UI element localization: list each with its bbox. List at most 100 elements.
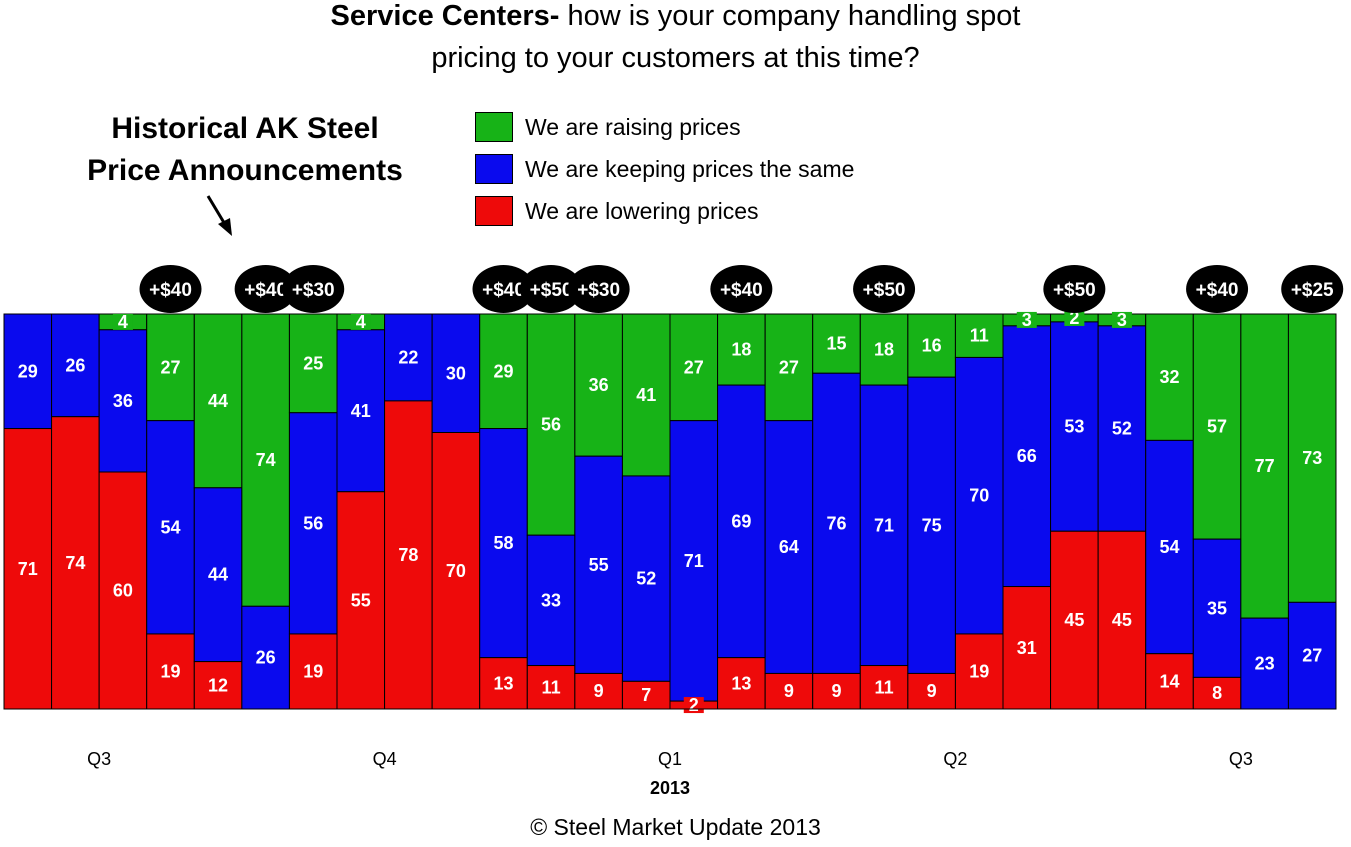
bar-13-same [621,475,671,682]
price-badge-5 [567,265,630,313]
bar-19-same [907,376,956,674]
bar-23-raising-label-bg [1111,311,1132,328]
bar-11-same-label: 33 [541,590,561,610]
bar-4-same-label: 44 [208,565,228,585]
bar-20-same [954,356,1004,635]
bar-18-same-label: 71 [874,515,894,535]
bar-22-lowering-label: 45 [1064,610,1084,630]
bar-20-lowering [954,633,1004,710]
bar-25-same-label: 35 [1207,598,1227,618]
bar-20-raising [954,313,1004,358]
bar-17-lowering [812,672,861,710]
bar-19-lowering-label: 9 [927,681,937,701]
bar-20-raising-label: 11 [970,326,989,346]
legend: We are raising prices We are keeping pri… [475,106,854,232]
bar-1-lowering-label: 74 [65,553,85,573]
bar-16-same [764,420,814,674]
bar-23-lowering-label: 45 [1112,610,1132,630]
bar-10-raising-label: 29 [493,361,513,381]
bar-12-raising [574,313,623,457]
bar-20-same-label: 70 [969,486,989,506]
price-badges-group: +$40 +$40 +$30 +$40 +$50 +$30 +$40 +$50 +$50 +$40… [139,265,1344,313]
price-badge-10 [1281,265,1344,313]
legend-label-lowering: We are lowering prices [525,197,759,224]
price-badge-label-3: +$40 [482,280,525,301]
bar-2-raising-label-bg [112,313,133,330]
bar-7-raising-label: 4 [356,312,366,332]
bar-0-lowering-label: 71 [18,559,38,579]
bar-18-raising [859,313,909,386]
year-label: 2013 [650,778,690,798]
bar-24-lowering-label: 14 [1159,671,1179,691]
bar-15-lowering [717,657,766,710]
bar-19-lowering [907,672,956,710]
bar-14-raising-label: 27 [684,357,704,377]
copyright: © Steel Market Update 2013 [530,814,821,840]
quarter-label-0: Q3 [87,749,111,769]
chart-title-rest: how is your company handling spot [559,0,1021,32]
legend-item-lowering: We are lowering prices [475,190,854,232]
bar-25-lowering-label: 8 [1212,683,1222,703]
bar-2-lowering-label: 60 [113,581,133,601]
bar-12-same-label: 55 [589,555,609,575]
chart-title-bold: Service Centers- [330,0,560,32]
bar-0-same [3,313,53,430]
bar-25-lowering [1192,676,1242,710]
bar-19-raising [907,313,956,378]
bar-25-raising [1192,313,1242,540]
annotation: Historical AK Steel Price Announcements [40,108,450,192]
bar-7-same [336,329,386,493]
bar-7-raising-label-bg [350,313,371,330]
legend-swatch-lowering [475,196,513,226]
bar-12-lowering [574,672,623,710]
legend-item-same: We are keeping prices the same [475,148,854,190]
price-badge-9 [1186,265,1249,313]
bar-13-lowering-label: 7 [641,685,651,705]
price-badge-6 [710,265,773,313]
bar-3-raising-label: 27 [160,357,180,377]
bar-19-same-label: 75 [922,515,942,535]
bar-21-lowering-label: 31 [1017,638,1037,658]
price-badge-label-5: +$30 [577,280,620,301]
bar-21-raising-label: 3 [1022,310,1032,330]
bar-5-same [241,605,290,710]
bar-8-lowering-label: 78 [398,545,418,565]
bar-22-raising-label: 2 [1069,308,1079,328]
bar-15-raising-label: 18 [731,340,751,360]
bar-12-lowering-label: 9 [594,681,604,701]
bar-1-lowering [51,416,100,710]
legend-swatch-raising [475,112,513,142]
bar-6-same-label: 56 [303,513,323,533]
price-badge-label-1: +$40 [244,280,287,301]
bar-19-raising-label: 16 [922,336,942,356]
bar-2-raising-label: 4 [118,312,128,332]
bars-group: 2971267443660275419444412742625561944155… [3,308,1337,715]
chart-title-line-2: pricing to your customers at this time? [431,42,920,74]
bar-8-lowering [384,400,433,710]
bar-15-raising [717,313,766,386]
bar-17-raising-label: 15 [826,334,846,354]
bar-16-lowering [764,672,814,710]
bar-16-raising [764,313,814,422]
bar-26-raising [1240,313,1289,619]
bar-26-raising-label: 77 [1255,456,1275,476]
legend-label-raising: We are raising prices [525,113,741,140]
legend-swatch-same [475,154,513,184]
annotation-line-2: Price Announcements [87,154,403,187]
bar-2-lowering [98,471,148,710]
bar-1-same-label: 26 [65,355,85,375]
bar-24-raising-label: 32 [1159,367,1179,387]
bar-23-lowering [1097,530,1147,710]
bar-15-lowering-label: 13 [731,673,751,693]
price-badge-0 [139,265,202,313]
bar-8-same [384,313,433,402]
bar-21-lowering [1002,586,1052,710]
chart-title-line-1: Service Centers- how is your company han… [0,0,1351,36]
price-badge-label-10: +$25 [1291,280,1334,301]
bar-21-same-label: 66 [1017,446,1037,466]
bar-8-same-label: 22 [398,347,418,367]
bar-13-raising [621,313,671,477]
bar-6-lowering [288,633,338,710]
bar-9-lowering-label: 70 [446,561,466,581]
